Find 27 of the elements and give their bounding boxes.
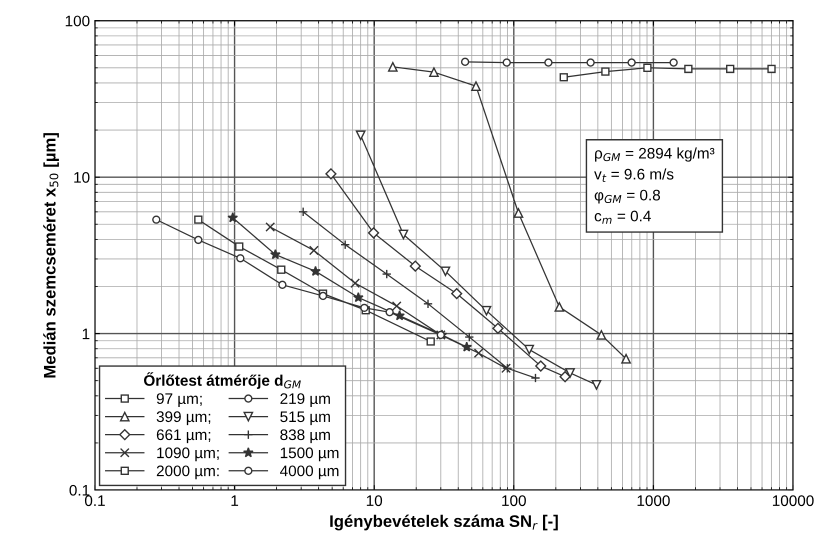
x-tick-label: 10	[366, 495, 382, 506]
annotation: c$_{m}$ = 0.4	[594, 210, 651, 224]
y-tick-label: 1	[82, 328, 90, 340]
annotation: ρ$_{GM}$ = 2894 kg/m³	[595, 147, 714, 162]
legend-label: 838 µm	[280, 429, 330, 444]
annotation: φ$_{GM}$ = 0.8	[594, 190, 660, 204]
x-tick-label: 100	[502, 495, 526, 506]
x-tick-label: 0.1	[84, 495, 105, 506]
legend-label: 219 µm	[280, 393, 330, 408]
legend-label: 399 µm;	[156, 411, 210, 426]
legend-title: Őrlőtest átmérője d$_{GM}$	[144, 372, 301, 389]
x-tick-label: 10000	[772, 495, 814, 506]
legend-label: 1500 µm	[280, 447, 338, 462]
legend-label: 1090 µm;	[157, 447, 219, 462]
y-axis-title: Medián szemcseméret x$_{50}$ [µm]	[43, 133, 59, 378]
x-axis-title: Igénybevételek száma SN$_{r}$ [-]	[330, 514, 558, 530]
legend-label: 515 µm	[280, 411, 330, 426]
x-tick-label: 1	[231, 495, 238, 506]
legend-label: 661 µm;	[156, 429, 210, 444]
legend-label: 97 µm;	[156, 393, 202, 408]
y-tick-label: 0.1	[69, 484, 90, 496]
legend-label: 4000 µm	[280, 465, 338, 480]
y-tick-label: 100	[66, 16, 90, 26]
y-tick-label: 10	[74, 172, 90, 183]
legend-label: 2000 µm:	[156, 465, 219, 480]
x-tick-label: 1000	[638, 495, 670, 506]
annotation: v$_{t}$ = 9.6 m/s	[594, 168, 674, 182]
